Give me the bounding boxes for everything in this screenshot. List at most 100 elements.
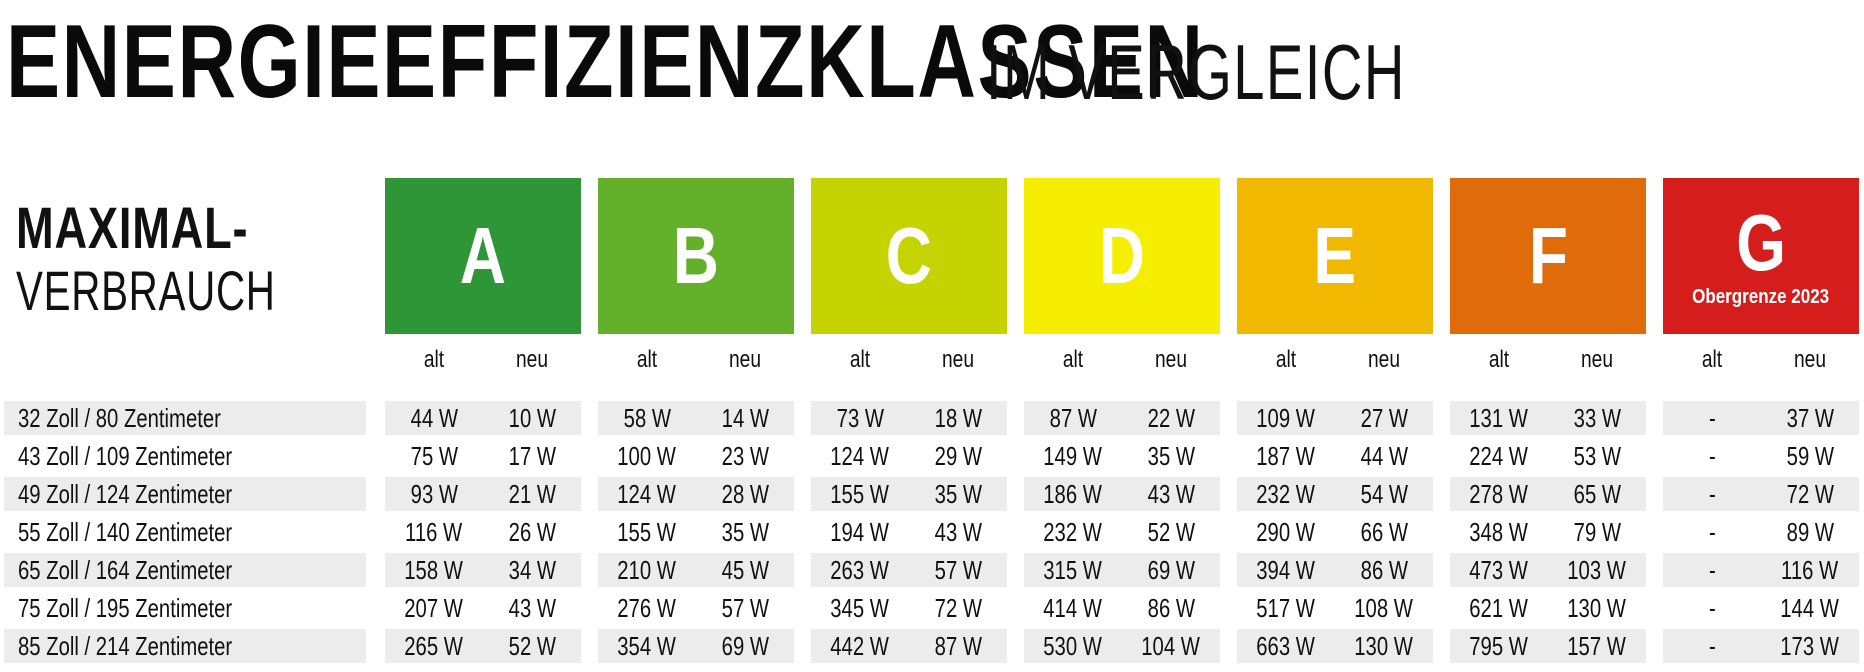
cell-e-neu: 66 W xyxy=(1335,515,1433,549)
class-letter: F xyxy=(1528,211,1568,300)
cell-a-alt: 207 W xyxy=(385,591,483,625)
cell-value: 86 W xyxy=(1360,555,1408,585)
subheader-neu: neu xyxy=(728,346,762,373)
cell-b-alt: 155 W xyxy=(598,515,696,549)
cell-value: 43 W xyxy=(508,593,556,623)
cell-value: 87 W xyxy=(934,631,982,661)
cell-value: 58 W xyxy=(623,403,671,433)
cell-value: 104 W xyxy=(1141,631,1201,661)
row-shade xyxy=(1237,629,1433,663)
class-box-e: E xyxy=(1237,178,1433,334)
row-shade xyxy=(1450,401,1646,435)
cell-value: 155 W xyxy=(617,517,677,547)
row-shade xyxy=(1450,553,1646,587)
cell-b-neu: 45 W xyxy=(696,553,794,587)
cell-c-neu: 87 W xyxy=(909,629,1007,663)
cell-value: 621 W xyxy=(1469,593,1529,623)
cell-g-neu: 173 W xyxy=(1761,629,1859,663)
row-shade xyxy=(1237,477,1433,511)
cell-value: 442 W xyxy=(830,631,890,661)
row-shade xyxy=(1237,553,1433,587)
title-sub: IM VERGLEICH xyxy=(986,28,1406,116)
cell-a-neu: 17 W xyxy=(483,439,581,473)
cell-d-alt: 315 W xyxy=(1024,553,1122,587)
cell-d-alt: 87 W xyxy=(1024,401,1122,435)
cell-c-neu: 72 W xyxy=(909,591,1007,625)
cell-f-neu: 33 W xyxy=(1548,401,1646,435)
cell-value: 28 W xyxy=(721,479,769,509)
title: ENERGIEEFFIZIENZKLASSEN IM VERGLEICH xyxy=(6,0,1856,130)
cell-value: 210 W xyxy=(617,555,677,585)
cell-a-alt: 75 W xyxy=(385,439,483,473)
row-shade xyxy=(1450,629,1646,663)
cell-value: 394 W xyxy=(1256,555,1316,585)
cell-c-alt: 73 W xyxy=(811,401,909,435)
cell-e-neu: 27 W xyxy=(1335,401,1433,435)
cell-f-alt: 795 W xyxy=(1450,629,1548,663)
cell-e-alt: 109 W xyxy=(1237,401,1335,435)
row-header-line1: MAXIMAL- xyxy=(16,196,249,261)
cell-value: 14 W xyxy=(721,403,769,433)
cell-value: 73 W xyxy=(836,403,884,433)
cell-value: 18 W xyxy=(934,403,982,433)
cell-value: 530 W xyxy=(1043,631,1103,661)
cell-a-alt: 44 W xyxy=(385,401,483,435)
cell-e-alt: 663 W xyxy=(1237,629,1335,663)
cell-d-neu: 69 W xyxy=(1122,553,1220,587)
cell-value: 53 W xyxy=(1573,441,1621,471)
cell-value: 186 W xyxy=(1043,479,1103,509)
cell-d-alt: 530 W xyxy=(1024,629,1122,663)
cell-value: 43 W xyxy=(934,517,982,547)
cell-value: - xyxy=(1708,441,1716,471)
cell-value: 100 W xyxy=(617,441,677,471)
cell-value: 144 W xyxy=(1780,593,1840,623)
cell-g-alt: - xyxy=(1663,515,1761,549)
cell-value: 52 W xyxy=(508,631,556,661)
cell-value: 10 W xyxy=(508,403,556,433)
subheader-neu: neu xyxy=(515,346,549,373)
row-label: 49 Zoll / 124 Zentimeter xyxy=(4,477,366,511)
cell-value: 315 W xyxy=(1043,555,1103,585)
cell-b-neu: 57 W xyxy=(696,591,794,625)
cell-d-neu: 35 W xyxy=(1122,439,1220,473)
cell-g-alt: - xyxy=(1663,553,1761,587)
cell-value: 57 W xyxy=(721,593,769,623)
row-label: 85 Zoll / 214 Zentimeter xyxy=(4,629,366,663)
cell-f-neu: 65 W xyxy=(1548,477,1646,511)
cell-a-neu: 21 W xyxy=(483,477,581,511)
row-shade xyxy=(598,629,794,663)
row-header: MAXIMAL- VERBRAUCH xyxy=(16,198,377,322)
cell-a-neu: 26 W xyxy=(483,515,581,549)
cell-e-alt: 517 W xyxy=(1237,591,1335,625)
cell-f-neu: 157 W xyxy=(1548,629,1646,663)
cell-c-neu: 29 W xyxy=(909,439,1007,473)
cell-b-neu: 69 W xyxy=(696,629,794,663)
row-shade xyxy=(811,553,1007,587)
cell-g-neu: 144 W xyxy=(1761,591,1859,625)
cell-a-alt: 93 W xyxy=(385,477,483,511)
cell-c-neu: 57 W xyxy=(909,553,1007,587)
row-shade xyxy=(385,401,581,435)
row-label: 43 Zoll / 109 Zentimeter xyxy=(4,439,366,473)
row-label-text: 65 Zoll / 164 Zentimeter xyxy=(18,555,233,585)
cell-value: 116 W xyxy=(1781,555,1839,585)
cell-e-alt: 394 W xyxy=(1237,553,1335,587)
cell-value: 54 W xyxy=(1360,479,1408,509)
subheader-neu: neu xyxy=(941,346,975,373)
cell-f-alt: 131 W xyxy=(1450,401,1548,435)
cell-c-neu: 18 W xyxy=(909,401,1007,435)
cell-value: 33 W xyxy=(1573,403,1621,433)
cell-value: 130 W xyxy=(1567,593,1627,623)
cell-value: 69 W xyxy=(721,631,769,661)
row-shade xyxy=(811,477,1007,511)
cell-value: 43 W xyxy=(1147,479,1195,509)
cell-d-alt: 232 W xyxy=(1024,515,1122,549)
cell-value: 224 W xyxy=(1469,441,1529,471)
row-shade xyxy=(1450,477,1646,511)
cell-value: 17 W xyxy=(508,441,556,471)
cell-e-neu: 54 W xyxy=(1335,477,1433,511)
cell-b-alt: 58 W xyxy=(598,401,696,435)
row-shade xyxy=(811,401,1007,435)
cell-g-neu: 116 W xyxy=(1761,553,1859,587)
subheader-alt: alt xyxy=(1701,346,1723,373)
